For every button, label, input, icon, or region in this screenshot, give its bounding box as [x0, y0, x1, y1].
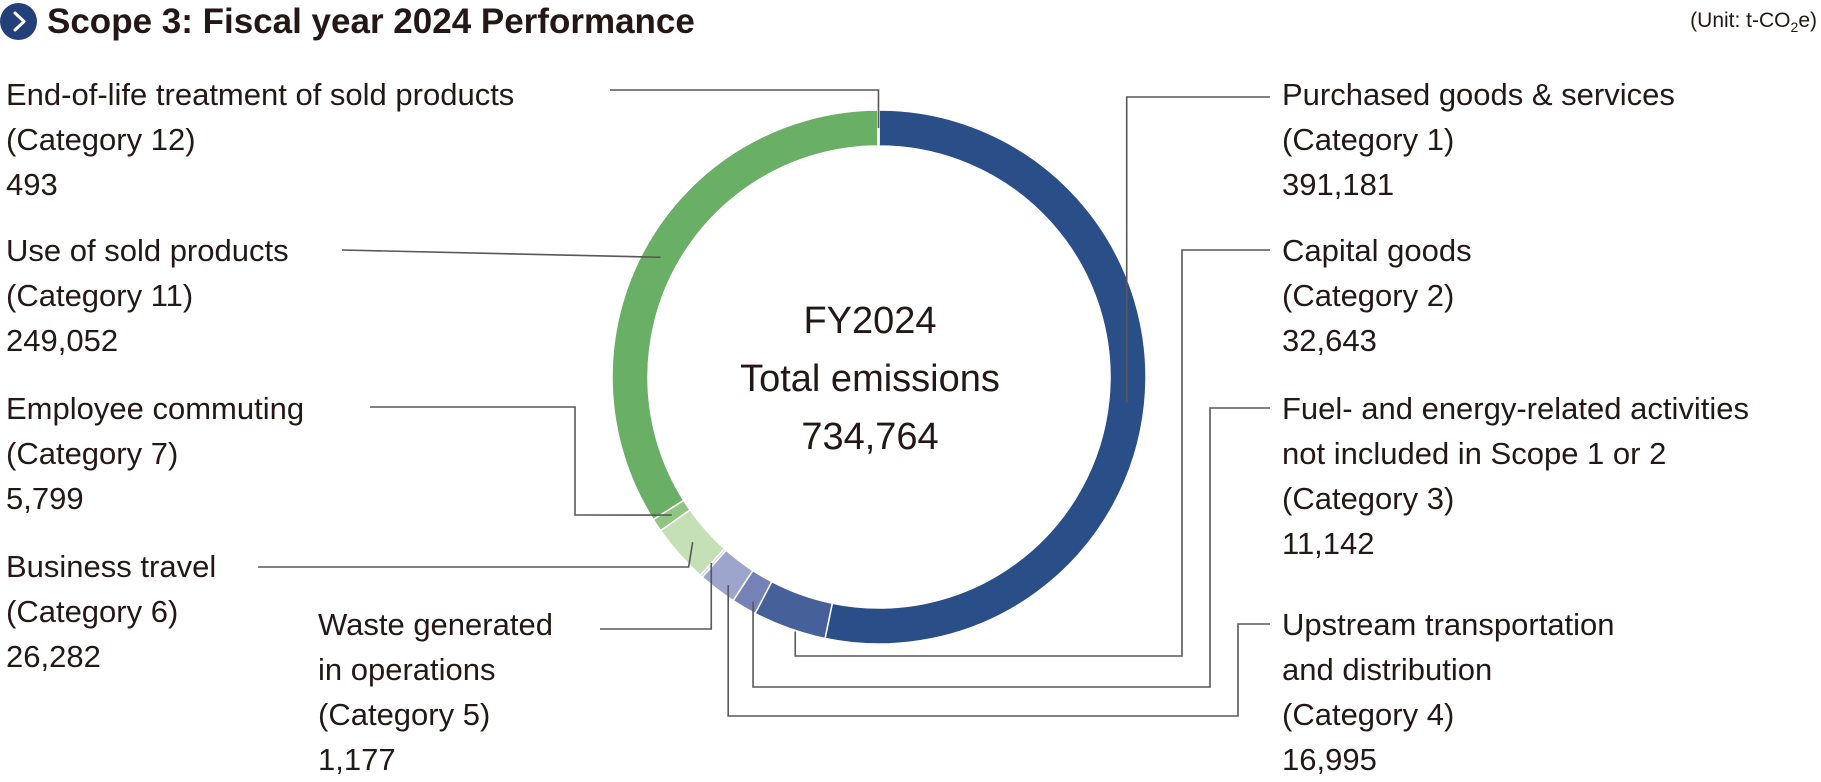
slice-label-category-6: Business travel (Category 6) 26,282	[6, 544, 216, 679]
slice-value: 16,995	[1282, 742, 1377, 777]
center-total: 734,764	[801, 416, 939, 458]
slice-name-line: (Category 12)	[6, 122, 196, 157]
slice-name-line: (Category 2)	[1282, 278, 1455, 313]
slice-name-line: (Category 11)	[6, 278, 194, 313]
slice-name-line: Fuel- and energy-related activities	[1282, 391, 1749, 426]
slice-name-line: (Category 1)	[1282, 122, 1455, 157]
leader-line-8	[610, 89, 880, 129]
slice-value: 11,142	[1282, 526, 1375, 561]
slice-name-line: Waste generated	[318, 607, 553, 642]
slice-name-line: Use of sold products	[6, 233, 289, 268]
center-caption: Total emissions	[740, 358, 1000, 400]
slice-name-line: Capital goods	[1282, 233, 1472, 268]
slice-name-line: in operations	[318, 652, 496, 687]
unit-label: (Unit: t-CO2e)	[1690, 9, 1817, 36]
slice-label-category-1: Purchased goods & services (Category 1) 39…	[1282, 72, 1675, 207]
slice-label-category-12: End-of-life treatment of sold products (C…	[6, 72, 514, 207]
slice-name-line: (Category 5)	[318, 697, 491, 732]
slice-name-line: (Category 6)	[6, 594, 179, 629]
slice-value: 26,282	[6, 639, 101, 674]
slice-name-line: End-of-life treatment of sold products	[6, 77, 515, 112]
donut-slice-0	[824, 109, 1147, 645]
leader-line-5	[258, 542, 694, 568]
leader-line-1	[794, 249, 1270, 657]
chart-header: Scope 3: Fiscal year 2024 Performance (U…	[0, 0, 1821, 46]
leader-line-6	[370, 406, 672, 516]
slice-name-line: Purchased goods & services	[1282, 77, 1675, 112]
leader-line-0	[1125, 96, 1270, 403]
slice-value: 391,181	[1282, 167, 1395, 202]
slice-name-line: (Category 4)	[1282, 697, 1455, 732]
slice-name-line: Employee commuting	[6, 391, 305, 426]
slice-label-category-11: Use of sold products (Category 11) 249,052	[6, 228, 289, 363]
center-year: FY2024	[803, 300, 937, 342]
slice-label-category-5: Waste generated in operations (Category 5)…	[318, 602, 553, 782]
slice-value: 5,799	[6, 481, 84, 516]
slice-label-category-4: Upstream transportation and distribution (…	[1282, 602, 1615, 782]
donut-center-label: FY2024 Total emissions 734,764	[700, 292, 1040, 466]
slice-name-line: not included in Scope 1 or 2	[1282, 436, 1667, 471]
slice-name-line: and distribution	[1282, 652, 1493, 687]
slice-value: 249,052	[6, 323, 119, 358]
slice-label-category-7: Employee commuting (Category 7) 5,799	[6, 386, 304, 521]
leader-line-7	[341, 249, 661, 259]
slice-name-line: Upstream transportation	[1282, 607, 1615, 642]
slice-name-line: (Category 3)	[1282, 481, 1455, 516]
slice-value: 493	[6, 167, 58, 202]
leader-line-2	[752, 407, 1270, 688]
leader-line-4	[600, 562, 713, 630]
leader-line-3	[727, 585, 1270, 717]
slice-name-line: (Category 7)	[6, 436, 179, 471]
chart-title: Scope 3: Fiscal year 2024 Performance	[47, 2, 695, 41]
slice-value: 1,177	[318, 742, 396, 777]
chevron-right-icon	[0, 3, 37, 40]
slice-label-category-2: Capital goods (Category 2) 32,643	[1282, 228, 1472, 363]
slice-value: 32,643	[1282, 323, 1377, 358]
slice-name-line: Business travel	[6, 549, 217, 584]
slice-label-category-3: Fuel- and energy-related activities not i…	[1282, 386, 1749, 566]
